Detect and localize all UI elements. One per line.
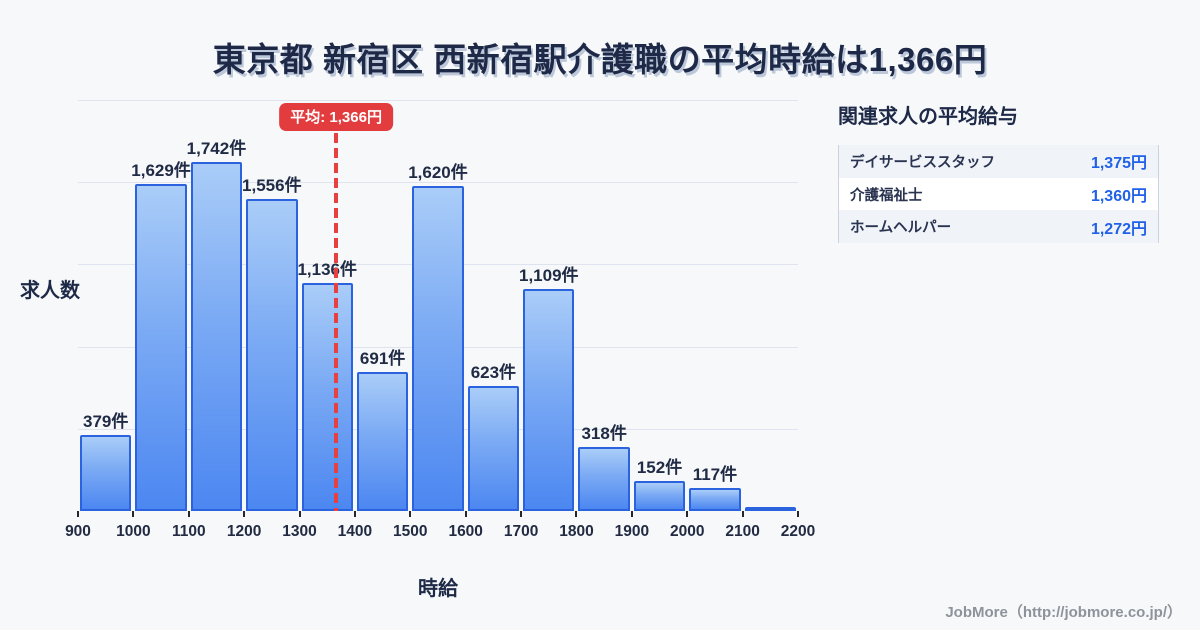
job-name: デイサービススタッフ <box>850 154 995 171</box>
related-job-row: 介護福祉士 1,360円 <box>839 177 1158 211</box>
axis-tick <box>77 511 79 517</box>
average-line <box>334 133 339 511</box>
x-tick-label: 900 <box>65 523 91 540</box>
bar-value-label: 1,620件 <box>408 163 468 182</box>
histogram-bar <box>633 481 686 511</box>
axis-tick <box>520 511 523 517</box>
histogram-bar <box>467 386 520 511</box>
bar-value-label: 1,109件 <box>518 266 579 285</box>
bar-value-label: 623件 <box>470 363 517 382</box>
histogram-bar <box>246 199 298 511</box>
x-tick-label: 1200 <box>226 523 262 540</box>
axis-tick <box>243 511 246 517</box>
footer-credit: JobMore（http://jobmore.co.jp/） <box>945 604 1182 621</box>
histogram-bar <box>301 283 353 511</box>
axis-tick <box>797 511 799 517</box>
bar-value-label: 117件 <box>692 465 738 484</box>
bar-slot: 1,556件 <box>242 100 302 511</box>
bar-slot: 623件 <box>466 100 521 511</box>
histogram-plot-area: 379件 1,629件 1,742件 1,556件 1,136件 691件 1,620件 62… <box>77 100 799 517</box>
page-title: 東京都 新宿区 西新宿駅介護職の平均時給は1,366円 <box>212 41 988 78</box>
histogram-bar <box>578 447 630 511</box>
job-name: 介護福祉士 <box>850 187 923 204</box>
related-job-row: ホームヘルパー 1,272円 <box>839 210 1158 244</box>
axis-tick <box>132 511 135 517</box>
x-tick-label: 1000 <box>116 523 151 540</box>
related-jobs-table: デイサービススタッフ 1,375円介護福祉士 1,360円ホームヘルパー 1,272円 <box>838 145 1159 244</box>
average-badge: 平均: 1,366円 <box>279 103 393 131</box>
axis-tick <box>409 511 412 517</box>
job-name: ホームヘルパー <box>850 220 952 237</box>
histogram-bar <box>689 488 741 511</box>
x-tick-label: 1500 <box>393 523 428 540</box>
histogram-bar <box>80 435 132 511</box>
bar-slot <box>743 100 798 511</box>
related-job-row: デイサービススタッフ 1,375円 <box>839 145 1158 178</box>
histogram-bar <box>523 289 575 511</box>
bar-slot: 691件 <box>355 100 410 511</box>
axis-tick <box>630 511 633 517</box>
histogram-bar <box>356 372 409 511</box>
y-axis-title: 求人数 <box>20 280 80 302</box>
bar-slot: 1,136件 <box>297 100 357 511</box>
axis-tick <box>575 511 578 517</box>
bar-slot: 1,742件 <box>186 100 247 511</box>
bar-value-label: 1,629件 <box>131 161 191 180</box>
x-tick-label: 2000 <box>669 523 705 540</box>
axis-tick <box>686 511 689 517</box>
bar-slot: 1,109件 <box>518 100 579 511</box>
axis-tick <box>187 511 190 517</box>
axis-tick <box>298 511 301 517</box>
bar-value-label: 1,742件 <box>186 139 247 158</box>
bar-slot: 318件 <box>576 100 631 511</box>
x-tick-label: 1100 <box>171 523 206 540</box>
bar-value-label: 152件 <box>636 458 683 477</box>
x-tick-label: 2200 <box>780 523 816 540</box>
bar-slot: 152件 <box>632 100 687 511</box>
axis-tick <box>464 511 467 517</box>
bar-slot: 379件 <box>78 100 133 511</box>
job-salary-value: 1,272円 <box>1090 220 1147 238</box>
bar-value-label: 1,136件 <box>297 260 357 279</box>
bar-value-label: 691件 <box>359 349 406 368</box>
x-tick-label: 1600 <box>448 523 483 540</box>
gridline <box>78 182 798 184</box>
bar-slot: 117件 <box>687 100 742 511</box>
gridline <box>78 100 798 101</box>
x-tick-label: 1900 <box>614 523 650 540</box>
axis-tick <box>353 511 356 517</box>
bar-slot: 1,629件 <box>131 100 191 511</box>
x-axis-title: 時給 <box>418 578 458 600</box>
job-salary-value: 1,375円 <box>1090 155 1147 173</box>
bar-value-label: 318件 <box>581 424 627 443</box>
x-axis-tick-labels: 900 1000 1100 1200 1300 1400 1500 1600 1700 1800 1… <box>65 523 815 543</box>
x-tick-label: 1300 <box>282 523 317 540</box>
x-tick-label: 2100 <box>725 523 760 540</box>
x-tick-label: 1400 <box>337 523 373 540</box>
x-tick-label: 1800 <box>559 523 594 540</box>
bar-slot: 1,620件 <box>408 100 468 511</box>
histogram-bar <box>412 186 464 511</box>
histogram-bar <box>190 162 243 511</box>
related-jobs-heading: 関連求人の平均給与 <box>838 106 1018 128</box>
histogram-bar <box>135 184 187 511</box>
bar-value-label: 379件 <box>83 412 129 431</box>
bar-value-label: 1,556件 <box>242 176 302 195</box>
histogram-bar <box>744 507 796 511</box>
axis-tick <box>741 511 744 517</box>
job-salary-value: 1,360円 <box>1090 188 1147 205</box>
x-tick-label: 1700 <box>503 523 539 540</box>
